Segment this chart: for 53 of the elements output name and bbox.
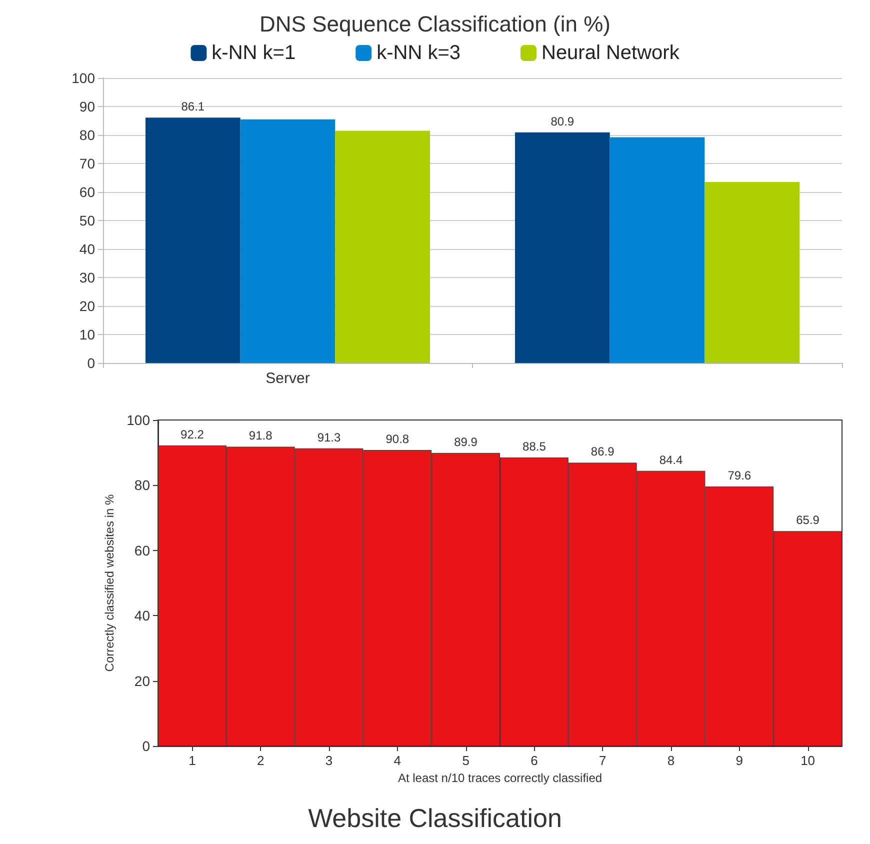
x-tick-label: 8	[667, 753, 675, 768]
bar	[610, 137, 705, 363]
data-label: 89.9	[454, 434, 478, 449]
y-tick-label: 40	[79, 241, 96, 257]
data-label: 84.4	[659, 452, 683, 467]
x-tick-label: 5	[462, 753, 470, 768]
y-tick-label: 100	[72, 70, 96, 86]
legend-label: k-NN k=3	[376, 42, 460, 64]
text: Website Classification	[308, 803, 562, 833]
y-axis-title: Correctly classified websites in %	[102, 494, 117, 672]
data-label: 88.5	[522, 439, 546, 454]
bar	[240, 119, 336, 363]
y-tick-label: 100	[126, 412, 150, 428]
y-tick-label: 60	[79, 184, 96, 200]
y-tick-label: 0	[87, 355, 96, 371]
x-tick-label: 6	[530, 753, 538, 768]
data-label: 80.9	[550, 114, 574, 128]
y-tick-label: 40	[134, 608, 150, 624]
bar	[514, 132, 610, 363]
legend-label: k-NN k=1	[212, 42, 296, 64]
x-tick-label: 9	[736, 753, 744, 768]
y-tick-label: 10	[79, 326, 96, 342]
x-tick-label: 2	[256, 753, 264, 768]
x-tick-label: Server	[266, 370, 310, 387]
y-tick-label: 80	[134, 477, 150, 494]
bar	[704, 182, 800, 363]
data-label: 91.3	[317, 430, 341, 444]
x-tick-label: 7	[598, 753, 606, 768]
chart-title: DNS Sequence Classification (in %)	[260, 12, 610, 36]
y-tick-label: 90	[79, 98, 96, 114]
data-label: 79.6	[728, 468, 752, 483]
x-tick-label: 4	[394, 753, 402, 768]
y-tick-label: 80	[79, 127, 96, 143]
bar	[335, 130, 430, 363]
x-tick-label: 10	[800, 753, 816, 768]
y-tick-label: 20	[79, 298, 96, 314]
x-tick-label: 3	[325, 753, 333, 768]
data-label: 86.9	[590, 444, 615, 459]
data-label: 65.9	[796, 513, 820, 528]
bar	[145, 118, 240, 363]
y-tick-label: 70	[79, 156, 96, 172]
y-tick-label: 60	[134, 542, 150, 558]
data-label: 90.8	[386, 432, 410, 446]
data-label: 86.1	[181, 100, 205, 114]
y-tick-label: 50	[79, 212, 96, 228]
x-tick-label: 1	[188, 753, 196, 768]
x-axis-title: At least n/10 traces correctly classified	[398, 771, 602, 785]
y-tick-label: 20	[134, 672, 150, 689]
legend-label: Neural Network	[541, 42, 680, 64]
data-label: 91.8	[248, 428, 273, 443]
data-label: 92.2	[180, 427, 204, 442]
y-tick-label: 30	[79, 270, 96, 286]
y-tick-label: 0	[142, 738, 150, 754]
